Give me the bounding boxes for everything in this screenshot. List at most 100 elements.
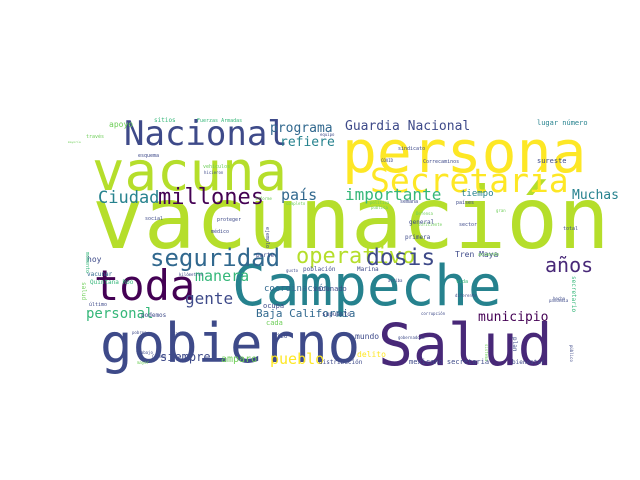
- cloud-word: años: [545, 253, 593, 277]
- cloud-word: Salud: [378, 311, 553, 379]
- cloud-word: podemos: [141, 312, 167, 319]
- cloud-word: total: [563, 226, 578, 232]
- cloud-word: vacuna: [92, 140, 287, 203]
- cloud-word: completo: [286, 201, 306, 206]
- cloud-word: bienestar: [512, 359, 545, 366]
- cloud-word: mayor: [137, 360, 150, 365]
- cloud-word: secretario: [570, 276, 577, 313]
- cloud-word: persona: [342, 118, 586, 186]
- cloud-word: Baja California: [256, 307, 355, 320]
- cloud-word: pueblo: [270, 350, 324, 368]
- cloud-word: través: [86, 133, 104, 140]
- cloud-word: delito: [357, 350, 386, 359]
- cloud-word: Ciudad: [98, 188, 159, 208]
- cloud-word: gobernadora: [398, 335, 425, 340]
- cloud-word: último: [89, 301, 107, 308]
- cloud-word: gran: [496, 208, 506, 213]
- cloud-word: hizo: [273, 333, 288, 340]
- cloud-word: pública: [371, 205, 388, 210]
- cloud-word: importante: [345, 185, 441, 204]
- cloud-word: Defensa: [416, 211, 433, 216]
- cloud-word: mundo: [355, 332, 379, 341]
- cloud-word: países: [456, 199, 474, 206]
- cloud-word: arriba: [388, 278, 403, 283]
- cloud-word: suficiente: [418, 222, 443, 227]
- cloud-word: siempre: [160, 350, 211, 364]
- cloud-word: vida: [456, 279, 468, 285]
- cloud-word: amparo: [221, 354, 257, 365]
- cloud-word: parte: [256, 252, 274, 259]
- cloud-word: vacunación: [92, 169, 610, 269]
- cloud-word: primera: [405, 234, 431, 241]
- cloud-word: hoy: [87, 255, 102, 264]
- cloud-word: vacunado: [313, 285, 347, 293]
- cloud-word: diferente: [455, 293, 477, 298]
- cloud-word: pobres: [132, 330, 147, 335]
- cloud-word: dosis: [366, 245, 435, 271]
- cloud-word: proteger: [217, 217, 241, 223]
- cloud-word: trabajo: [136, 350, 153, 355]
- cloud-word: Tren Maya: [455, 250, 499, 259]
- cloud-word: ocupa: [263, 302, 284, 310]
- cloud-word: Correcaminos: [423, 159, 459, 165]
- cloud-word: Nacional: [124, 114, 288, 154]
- cloud-word: sitios: [154, 117, 176, 124]
- cloud-word: equipo: [320, 132, 335, 137]
- cloud-word: kilómetros: [179, 272, 204, 277]
- cloud-word: público: [569, 345, 574, 362]
- cloud-word: momento: [84, 252, 90, 273]
- cloud-word: general: [409, 219, 435, 226]
- cloud-word: refiere: [280, 135, 335, 150]
- cloud-word: gusto: [286, 268, 299, 273]
- cloud-word: esquema: [138, 153, 159, 159]
- cloud-word: programa: [270, 121, 333, 136]
- cloud-word: Fuerzas Armadas: [197, 118, 242, 124]
- cloud-word: semana: [400, 199, 418, 205]
- cloud-word: distribución: [319, 359, 363, 366]
- cloud-word: vacunar: [87, 271, 113, 278]
- cloud-word: manera: [195, 267, 249, 285]
- cloud-word: país: [281, 186, 317, 204]
- cloud-word: apoyo: [109, 120, 133, 129]
- cloud-word: corrupción: [421, 311, 446, 316]
- cloud-word: política: [370, 200, 390, 205]
- cloud-word: hecho: [553, 296, 566, 301]
- cloud-word: Campeche: [232, 254, 502, 319]
- cloud-word: operativo: [296, 244, 415, 269]
- cloud-word: Secretaría: [370, 161, 569, 200]
- cloud-word: mexicano secretaria: [409, 358, 489, 366]
- cloud-word: cada: [266, 319, 283, 327]
- cloud-word: Carmen: [152, 354, 167, 359]
- cloud-word: Quintana Roo: [90, 279, 134, 286]
- cloud-word: mayoría: [68, 140, 81, 144]
- cloud-word: sistema: [484, 344, 489, 361]
- cloud-word: Muchas: [572, 188, 619, 203]
- cloud-word: Marina: [357, 266, 379, 273]
- cloud-word: pandemia: [549, 298, 569, 303]
- cloud-word: hicieron: [204, 170, 224, 175]
- cloud-word: gobierno: [100, 312, 360, 375]
- cloud-word: sector: [459, 222, 477, 228]
- cloud-word: acuerdo: [478, 252, 499, 258]
- cloud-word: tiempo: [461, 189, 494, 199]
- cloud-word: informe: [255, 196, 272, 201]
- cloud-word: social: [145, 216, 163, 222]
- cloud-word: salud: [80, 282, 87, 300]
- cloud-word: sindicato: [398, 146, 425, 152]
- cloud-word: ejemplo: [264, 227, 270, 248]
- cloud-word: supuesto: [322, 311, 351, 318]
- cloud-word: lugar número: [537, 119, 588, 127]
- cloud-word: millones: [158, 185, 264, 210]
- cloud-word: Carlos: [173, 331, 188, 336]
- cloud-word: plan: [511, 337, 518, 352]
- cloud-word: COVID: [381, 158, 394, 163]
- cloud-word: municipio: [478, 310, 548, 325]
- cloud-word: población: [303, 266, 336, 273]
- cloud-word: Guardia Nacional: [345, 119, 470, 134]
- cloud-word: toda: [94, 261, 195, 310]
- cloud-word: médico: [211, 228, 229, 235]
- cloud-word: personal: [86, 306, 153, 322]
- cloud-word: coordinación: [264, 283, 329, 294]
